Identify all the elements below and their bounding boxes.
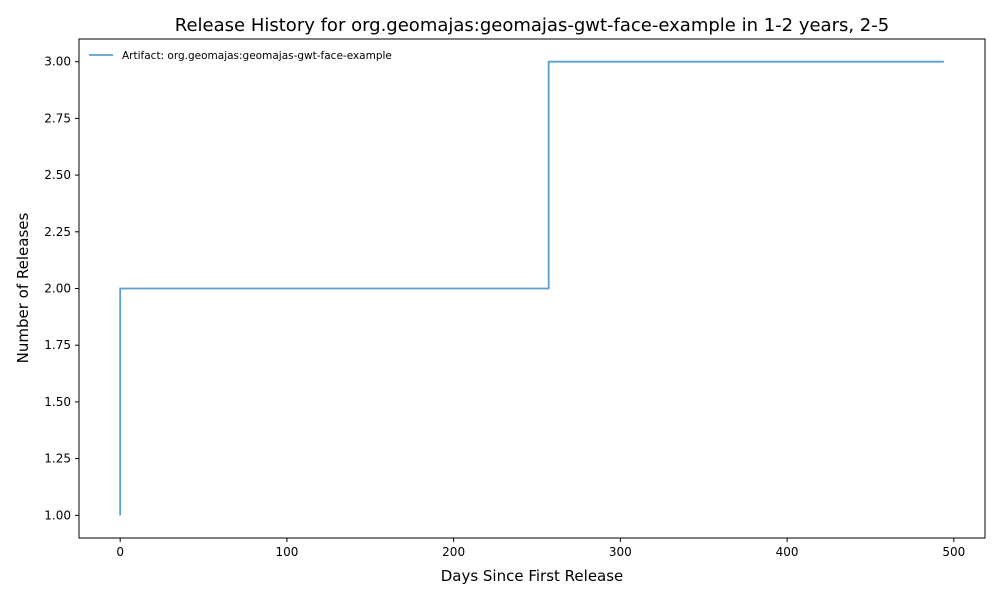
- legend: Artifact: org.geomajas:geomajas-gwt-face…: [89, 50, 392, 62]
- y-axis-ticks: 1.00 1.25 1.50 1.75 2.00 2.25 2.50 2.75 3.00: [44, 55, 79, 522]
- y-axis-label: Number of Releases: [14, 212, 32, 363]
- y-tick-label: 2.50: [44, 168, 71, 182]
- x-tick-label: 200: [442, 545, 465, 559]
- x-tick-label: 0: [116, 545, 124, 559]
- x-axis-ticks: 0 100 200 300 400 500: [116, 538, 965, 559]
- x-tick-label: 300: [609, 545, 632, 559]
- chart-title: Release History for org.geomajas:geomaja…: [175, 15, 889, 36]
- y-tick-label: 2.25: [44, 225, 71, 239]
- x-axis-label: Days Since First Release: [441, 567, 624, 585]
- y-tick-label: 2.75: [44, 111, 71, 125]
- x-tick-label: 100: [275, 545, 298, 559]
- series-layer: [119, 60, 944, 516]
- y-tick-label: 1.25: [44, 452, 71, 466]
- legend-label: Artifact: org.geomajas:geomajas-gwt-face…: [122, 50, 392, 62]
- x-tick-label: 400: [776, 545, 799, 559]
- y-tick-label: 3.00: [44, 55, 71, 69]
- y-tick-label: 2.00: [44, 282, 71, 296]
- series-step-line: [119, 60, 944, 516]
- y-tick-label: 1.00: [44, 508, 71, 522]
- x-tick-label: 500: [942, 545, 965, 559]
- y-tick-label: 1.75: [44, 338, 71, 352]
- y-tick-label: 1.50: [44, 395, 71, 409]
